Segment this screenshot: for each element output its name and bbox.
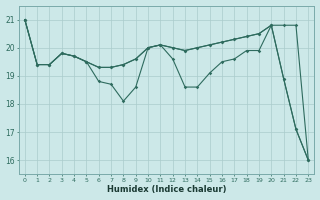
X-axis label: Humidex (Indice chaleur): Humidex (Indice chaleur) [107,185,226,194]
